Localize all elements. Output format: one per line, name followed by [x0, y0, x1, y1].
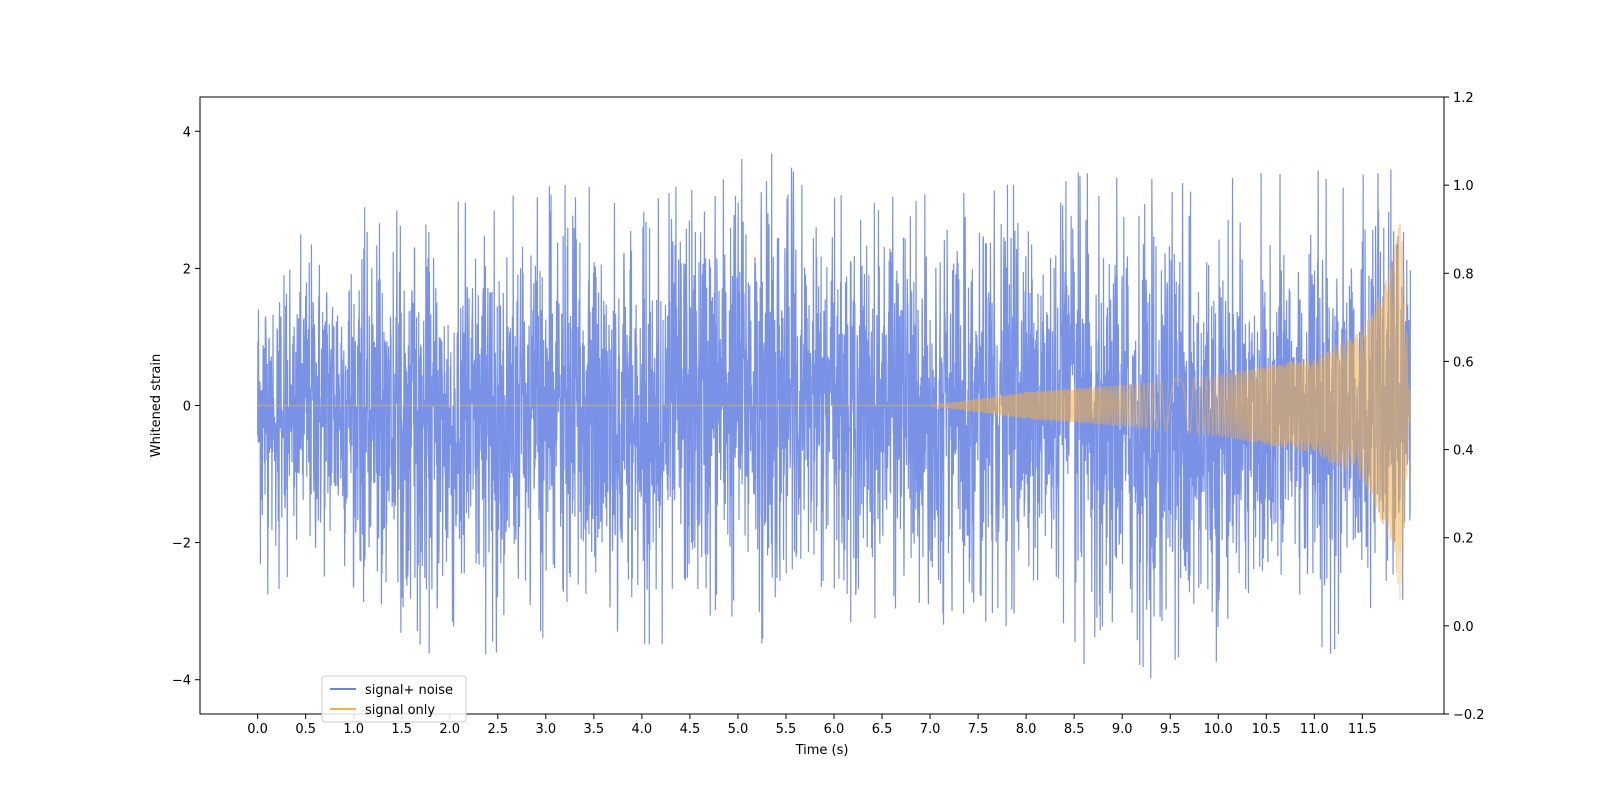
y2-tick-label: 0.4 [1453, 444, 1474, 459]
x-tick-label: 4.5 [680, 722, 701, 737]
x-tick-label: 2.5 [487, 722, 508, 737]
y2-tick-label: 0.6 [1453, 355, 1474, 370]
x-tick-label: 9.0 [1112, 722, 1133, 737]
y2-tick-label: 0.8 [1453, 267, 1474, 282]
x-tick-label: 9.5 [1160, 722, 1181, 737]
y2-tick-label: −0.2 [1453, 708, 1485, 723]
x-tick-label: 11.0 [1300, 722, 1329, 737]
x-tick-label: 10.0 [1204, 722, 1233, 737]
x-tick-label: 6.5 [872, 722, 893, 737]
x-tick-label: 3.5 [584, 722, 605, 737]
x-tick-label: 5.0 [728, 722, 749, 737]
y2-tick-label: 0.0 [1453, 620, 1474, 635]
axes-layer: 0.0 0.5 1.0 1.5 2.0 2.5 3.0 3.5 4.0 4.5 5.0 5.5 6.0 6… [172, 91, 1485, 737]
x-tick-label: 8.0 [1016, 722, 1037, 737]
x-tick-label: 4.0 [632, 722, 653, 737]
x-tick-label: 0.0 [247, 722, 268, 737]
x-tick-label: 8.5 [1064, 722, 1085, 737]
series-signal-noise [257, 153, 1411, 678]
x-tick-label: 7.0 [920, 722, 941, 737]
legend: signal+ noise signal only [321, 675, 467, 723]
y-tick-label: 0 [183, 400, 191, 415]
legend-label-signal-only: signal only [365, 703, 435, 718]
x-tick-label: 3.0 [535, 722, 556, 737]
y-tick-label: 4 [183, 125, 191, 140]
y2-tick-label: 1.2 [1453, 91, 1474, 106]
y2-tick-label: 0.2 [1453, 532, 1474, 547]
x-tick-label: 0.5 [295, 722, 316, 737]
x-tick-label: 5.5 [776, 722, 797, 737]
x-tick-label: 10.5 [1252, 722, 1281, 737]
x-tick-label: 11.5 [1348, 722, 1377, 737]
y-tick-label: −2 [172, 537, 191, 552]
x-tick-label: 6.0 [824, 722, 845, 737]
x-tick-label: 1.0 [343, 722, 364, 737]
series-layer [257, 153, 1411, 678]
x-axis-label: Time (s) [795, 743, 849, 758]
x-tick-label: 1.5 [391, 722, 412, 737]
y-tick-label: −4 [172, 674, 191, 689]
x-tick-label: 2.0 [439, 722, 460, 737]
x-tick-label: 7.5 [968, 722, 989, 737]
series-signal-only [257, 223, 1411, 600]
legend-box [321, 675, 467, 723]
y2-tick-label: 1.0 [1453, 179, 1474, 194]
legend-label-signal-noise: signal+ noise [365, 683, 453, 698]
y-tick-label: 2 [183, 262, 191, 277]
y-axis-label: Whitened strain [149, 354, 164, 457]
